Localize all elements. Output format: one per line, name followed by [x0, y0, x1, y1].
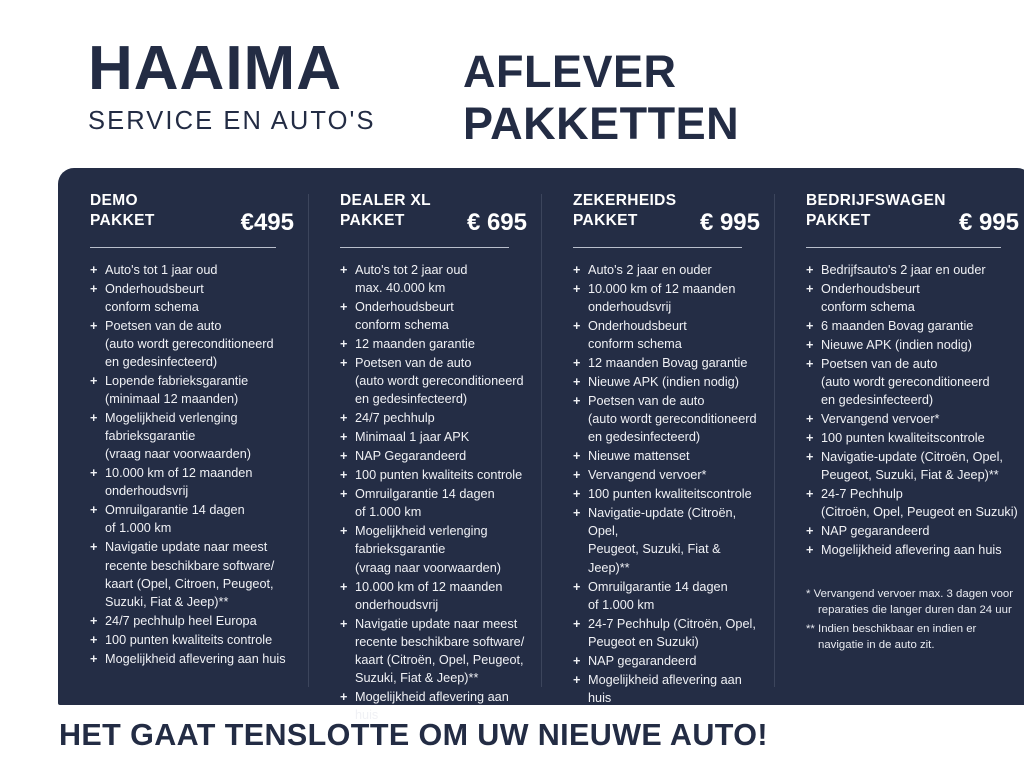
- feature-item: Nieuwe APK (indien nodig): [573, 373, 760, 391]
- feature-item: 100 punten kwaliteitscontrole: [573, 485, 760, 503]
- package-price: € 995: [958, 209, 1019, 236]
- footer-tagline: HET GAAT TENSLOTTE OM UW NIEUWE AUTO!: [59, 718, 768, 752]
- feature-list: Auto's tot 2 jaar oud max. 40.000 kmOnde…: [340, 261, 527, 724]
- feature-item: Mogelijkheid aflevering aan huis: [340, 688, 527, 724]
- package-column-zekerheids: ZEKERHEIDS PAKKET € 995 Auto's 2 jaar en…: [541, 190, 774, 705]
- feature-item: Omruilgarantie 14 dagen of 1.000 km: [573, 578, 760, 614]
- brand-tagline: SERVICE EN AUTO'S: [88, 107, 376, 135]
- feature-item: Vervangend vervoer*: [573, 466, 760, 484]
- feature-item: 10.000 km of 12 maanden onderhoudsvrij: [340, 578, 527, 614]
- header-divider: [806, 247, 1001, 248]
- page-title-line-1: AFLEVER: [463, 46, 677, 97]
- feature-item: Poetsen van de auto (auto wordt gerecond…: [573, 392, 760, 446]
- footnote-list: * Vervangend vervoer max. 3 dagen voor r…: [806, 586, 1019, 655]
- feature-item: Mogelijkheid verlenging fabrieksgarantie…: [90, 409, 294, 463]
- brand-logo: HAAIMA SERVICE EN AUTO'S: [88, 38, 428, 135]
- feature-item: 24-7 Pechhulp (Citroën, Opel, Peugeot en…: [806, 485, 1019, 521]
- package-header: ZEKERHEIDS PAKKET € 995: [573, 190, 760, 238]
- feature-item: Bedrijfsauto's 2 jaar en ouder: [806, 261, 1019, 279]
- package-price: €495: [240, 209, 294, 236]
- header-divider: [573, 247, 742, 248]
- feature-item: 24-7 Pechhulp (Citroën, Opel, Peugeot en…: [573, 615, 760, 651]
- package-header: DEALER XL PAKKET € 695: [340, 190, 527, 238]
- package-column-demo: DEMO PAKKET €495 Auto's tot 1 jaar oudOn…: [58, 190, 308, 695]
- feature-item: Poetsen van de auto (auto wordt gerecond…: [340, 354, 527, 408]
- feature-item: 24/7 pechhulp heel Europa: [90, 612, 294, 630]
- header-divider: [90, 247, 276, 248]
- feature-item: 24/7 pechhulp: [340, 409, 527, 427]
- package-name: ZEKERHEIDS PAKKET: [573, 192, 677, 229]
- feature-list: Auto's 2 jaar en ouder10.000 km of 12 ma…: [573, 261, 760, 707]
- feature-item: 12 maanden garantie: [340, 335, 527, 353]
- feature-item: NAP gegarandeerd: [573, 652, 760, 670]
- feature-item: Mogelijkheid aflevering aan huis: [90, 650, 294, 668]
- feature-item: Nieuwe mattenset: [573, 447, 760, 465]
- footnote-item: ** Indien beschikbaar en indien er navig…: [806, 622, 977, 652]
- feature-item: Auto's tot 2 jaar oud max. 40.000 km: [340, 261, 527, 297]
- feature-item: Poetsen van de auto (auto wordt gerecond…: [806, 355, 1019, 409]
- feature-item: Poetsen van de auto (auto wordt gerecond…: [90, 317, 294, 371]
- feature-item: Navigatie-update (Citroën, Opel, Peugeot…: [806, 448, 1019, 484]
- feature-item: Mogelijkheid verlenging fabrieksgarantie…: [340, 522, 527, 576]
- feature-item: Mogelijkheid aflevering aan huis: [806, 541, 1019, 559]
- feature-item: NAP Gegarandeerd: [340, 447, 527, 465]
- page-header: HAAIMA SERVICE EN AUTO'S AFLEVER PAKKETT…: [0, 0, 1024, 168]
- feature-item: Onderhoudsbeurt conform schema: [90, 280, 294, 316]
- feature-item: Navigatie update naar meest recente besc…: [340, 615, 527, 687]
- feature-item: Navigatie update naar meest recente besc…: [90, 538, 294, 610]
- package-name: DEALER XL PAKKET: [340, 192, 431, 229]
- feature-item: 10.000 km of 12 maanden onderhoudsvrij: [573, 280, 760, 316]
- feature-item: Minimaal 1 jaar APK: [340, 428, 527, 446]
- feature-item: 10.000 km of 12 maanden onderhoudsvrij: [90, 464, 294, 500]
- package-price: € 695: [466, 209, 527, 236]
- feature-list: Auto's tot 1 jaar oudOnderhoudsbeurt con…: [90, 261, 294, 668]
- page-title-line-2: PAKKETTEN: [463, 97, 740, 149]
- feature-item: Omruilgarantie 14 dagen of 1.000 km: [90, 501, 294, 537]
- feature-list: Bedrijfsauto's 2 jaar en ouderOnderhouds…: [806, 261, 1019, 560]
- package-name: DEMO PAKKET: [90, 192, 155, 229]
- page-title: AFLEVER PAKKETTEN: [463, 46, 739, 150]
- package-header: DEMO PAKKET €495: [90, 190, 294, 238]
- feature-item: Auto's tot 1 jaar oud: [90, 261, 294, 279]
- feature-item: Onderhoudsbeurt conform schema: [340, 298, 527, 334]
- footnote-item: * Vervangend vervoer max. 3 dagen voor r…: [806, 587, 1014, 617]
- feature-item: Omruilgarantie 14 dagen of 1.000 km: [340, 485, 527, 521]
- feature-item: Lopende fabrieksgarantie (minimaal 12 ma…: [90, 372, 294, 408]
- feature-item: 6 maanden Bovag garantie: [806, 317, 1019, 335]
- package-price: € 995: [699, 209, 760, 236]
- brand-name: HAAIMA: [88, 34, 342, 103]
- package-name: BEDRIJFSWAGEN PAKKET: [806, 192, 946, 229]
- feature-item: 100 punten kwaliteits controle: [340, 466, 527, 484]
- package-column-bedrijfswagen: BEDRIJFSWAGEN PAKKET € 995 Bedrijfsauto'…: [774, 190, 1024, 695]
- package-column-dealer-xl: DEALER XL PAKKET € 695 Auto's tot 2 jaar…: [308, 190, 541, 722]
- feature-item: 12 maanden Bovag garantie: [573, 354, 760, 372]
- header-divider: [340, 247, 509, 248]
- packages-card: DEMO PAKKET €495 Auto's tot 1 jaar oudOn…: [58, 168, 1024, 722]
- feature-item: Vervangend vervoer*: [806, 410, 1019, 428]
- feature-item: Navigatie-update (Citroën, Opel, Peugeot…: [573, 504, 760, 576]
- feature-item: Onderhoudsbeurt conform schema: [806, 280, 1019, 316]
- feature-item: Nieuwe APK (indien nodig): [806, 336, 1019, 354]
- feature-item: 100 punten kwaliteitscontrole: [806, 429, 1019, 447]
- feature-item: Mogelijkheid aflevering aan huis: [573, 671, 760, 707]
- feature-item: 100 punten kwaliteits controle: [90, 631, 294, 649]
- feature-item: NAP gegarandeerd: [806, 522, 1019, 540]
- feature-item: Auto's 2 jaar en ouder: [573, 261, 760, 279]
- package-header: BEDRIJFSWAGEN PAKKET € 995: [806, 190, 1019, 238]
- feature-item: Onderhoudsbeurt conform schema: [573, 317, 760, 353]
